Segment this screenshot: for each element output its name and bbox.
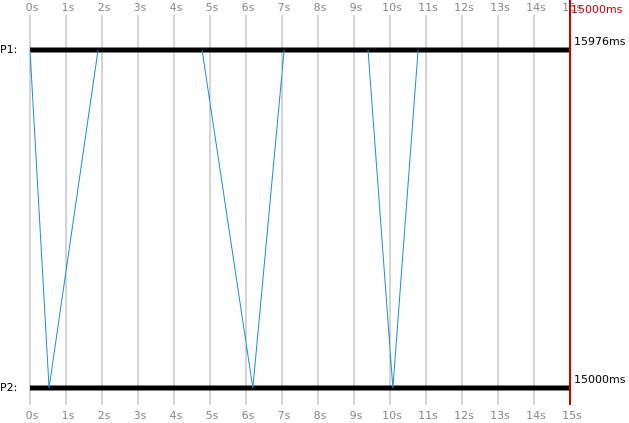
- message: [201, 49, 254, 389]
- end-marker-label: 15000ms: [571, 3, 623, 16]
- bottom-tick-label: 2s: [98, 409, 111, 422]
- bottom-tick-label: 15s: [562, 409, 582, 422]
- top-tick-label: 9s: [350, 1, 363, 14]
- top-tick-label: 8s: [314, 1, 327, 14]
- bottom-tick-label: 10s: [382, 409, 402, 422]
- bottom-tick-label: 4s: [170, 409, 183, 422]
- process-label: P2:: [0, 381, 17, 394]
- bottom-tick-label: 0s: [26, 409, 39, 422]
- top-tick-label: 13s: [490, 1, 510, 14]
- bottom-tick-label: 1s: [62, 409, 75, 422]
- bottom-tick-label: 3s: [134, 409, 147, 422]
- top-tick-label: 1s: [62, 1, 75, 14]
- top-tick-label: 5s: [206, 1, 219, 14]
- bottom-tick-label: 9s: [350, 409, 363, 422]
- bottom-tick-label: 13s: [490, 409, 510, 422]
- top-tick-label: 14s: [526, 1, 546, 14]
- bottom-tick-label: 14s: [526, 409, 546, 422]
- message: [367, 49, 394, 389]
- top-tick-label: 7s: [278, 1, 291, 14]
- top-tick-label: 6s: [242, 1, 255, 14]
- top-tick-label: 11s: [418, 1, 438, 14]
- top-tick-label: 4s: [170, 1, 183, 14]
- message: [48, 49, 99, 389]
- bottom-tick-label: 8s: [314, 409, 327, 422]
- process-label: P1:: [0, 43, 17, 56]
- top-tick-label: 0s: [26, 1, 39, 14]
- message: [29, 49, 50, 389]
- bottom-tick-label: 12s: [454, 409, 474, 422]
- bottom-tick-label: 5s: [206, 409, 219, 422]
- message: [252, 49, 285, 389]
- top-tick-label: 3s: [134, 1, 147, 14]
- top-tick-label: 12s: [454, 1, 474, 14]
- bottom-tick-label: 6s: [242, 409, 255, 422]
- top-tick-label: 2s: [98, 1, 111, 14]
- bottom-tick-label: 7s: [278, 409, 291, 422]
- message: [392, 49, 419, 389]
- top-tick-label: 15s: [562, 1, 582, 14]
- top-tick-label: 10s: [382, 1, 402, 14]
- process-end-label: 15000ms: [574, 373, 626, 386]
- bottom-tick-label: 11s: [418, 409, 438, 422]
- process-end-label: 15976ms: [574, 35, 626, 48]
